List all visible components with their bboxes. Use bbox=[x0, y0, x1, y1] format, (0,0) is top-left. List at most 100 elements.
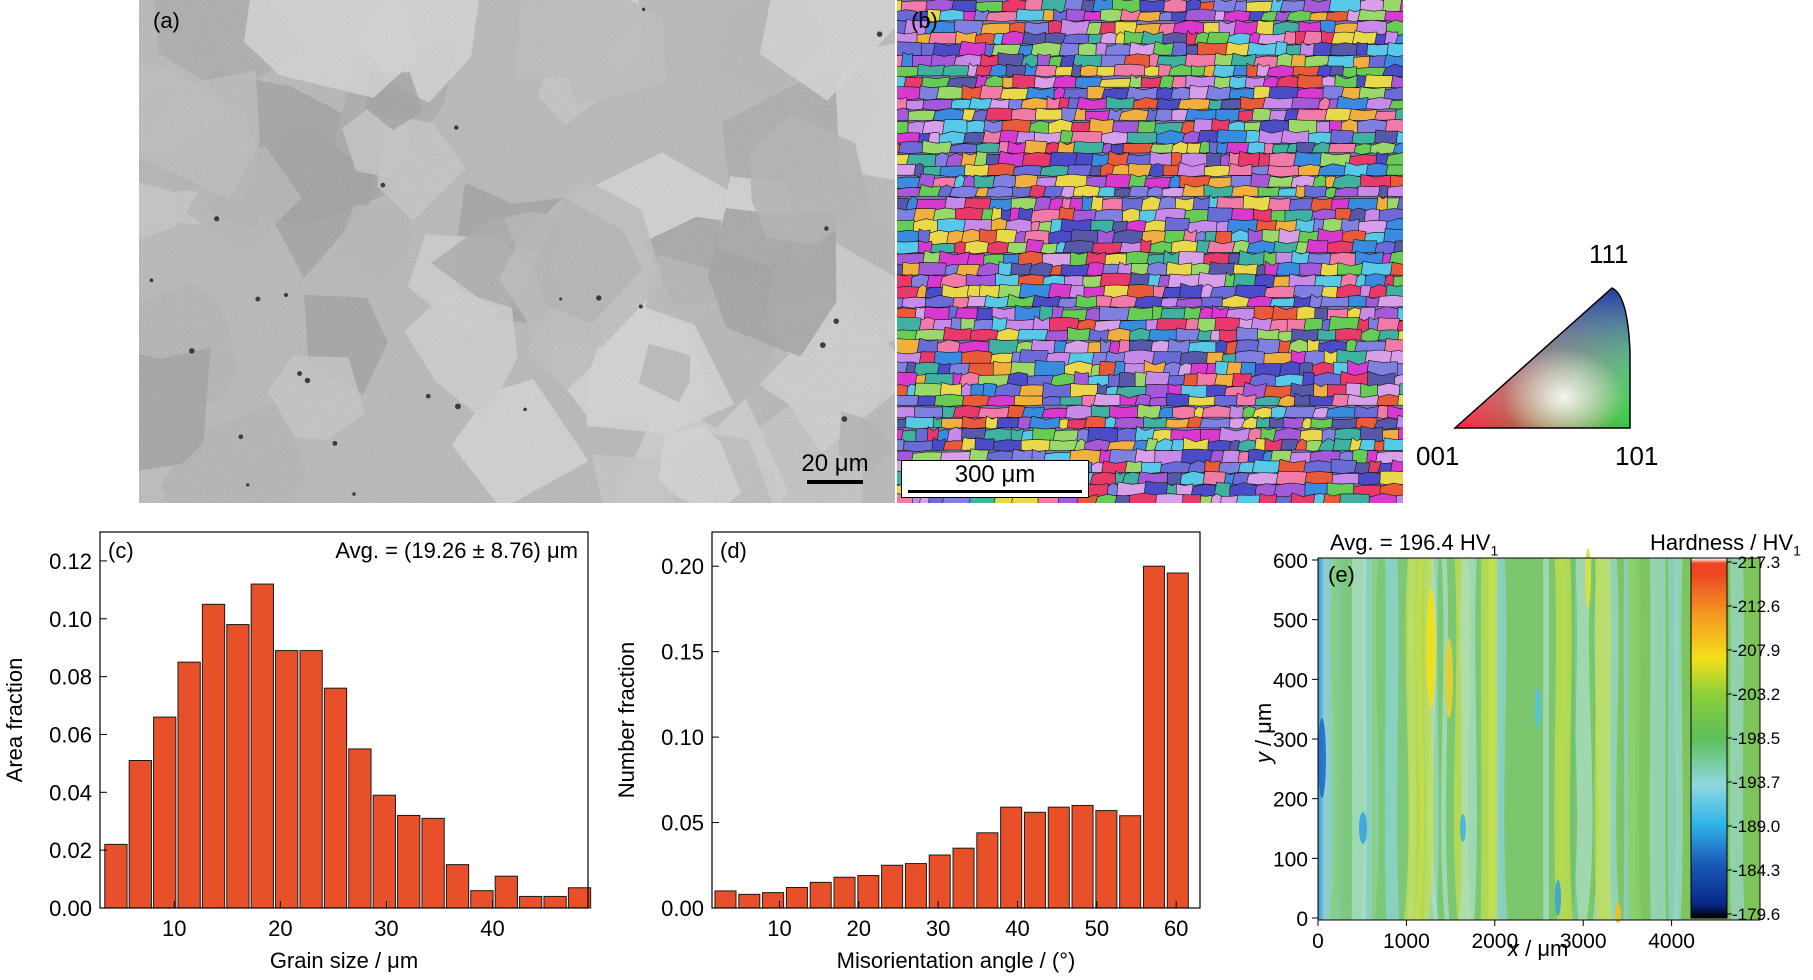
ebsd-grain bbox=[987, 162, 1018, 176]
ebsd-grain bbox=[1013, 395, 1044, 406]
scalebar-a-text: 20 μm bbox=[801, 450, 869, 477]
ebsd-grain bbox=[1136, 11, 1161, 22]
ebsd-grain bbox=[1392, 142, 1403, 155]
ebsd-grain bbox=[1353, 405, 1382, 419]
misor-ytick-label: 0.10 bbox=[661, 725, 704, 750]
panel-label-b: (b) bbox=[911, 8, 938, 33]
ebsd-grain bbox=[897, 439, 905, 451]
ipf-triangle bbox=[1453, 287, 1631, 429]
colorbar-tick-label: -184.3 bbox=[1732, 861, 1780, 880]
misor-bar bbox=[1071, 804, 1094, 909]
misor-bar bbox=[738, 893, 761, 909]
grain-xtick-label: 40 bbox=[480, 916, 504, 941]
map-xtick-label: 1000 bbox=[1383, 930, 1430, 953]
ebsd-grain bbox=[1060, 18, 1091, 36]
hardness-average: Avg. = 196.4 HV1 bbox=[1330, 530, 1498, 558]
grain-bar bbox=[104, 843, 128, 909]
ebsd-grain bbox=[1104, 173, 1133, 188]
ebsd-grain bbox=[1198, 140, 1211, 154]
map-coldspot bbox=[1318, 718, 1326, 798]
ebsd-grain bbox=[1212, 64, 1236, 78]
map-xlabel-unit: / μm bbox=[1519, 936, 1569, 961]
ebsd-grain bbox=[1199, 495, 1214, 503]
ebsd-grain bbox=[1358, 471, 1381, 486]
misor-bar bbox=[809, 881, 832, 909]
misor-bar bbox=[833, 876, 856, 909]
misor-ylabel: Number fraction bbox=[614, 642, 639, 799]
grain-annotation: Avg. = (19.26 ± 8.76) μm bbox=[335, 538, 578, 563]
ebsd-grain bbox=[903, 440, 935, 453]
ebsd-grain bbox=[1015, 8, 1046, 22]
ebsd-grain bbox=[1374, 240, 1397, 255]
map-streak bbox=[1673, 558, 1683, 920]
ebsd-grain bbox=[1377, 295, 1403, 308]
ebsd-grain bbox=[1114, 417, 1147, 429]
ebsd-grain bbox=[913, 406, 944, 418]
colorbar-tick-label: -217.3 bbox=[1732, 553, 1780, 572]
map-xlabel: x / μm bbox=[1508, 936, 1568, 962]
colorbar bbox=[1690, 557, 1728, 919]
ebsd-grain bbox=[984, 107, 1013, 121]
misor-bar bbox=[1119, 815, 1142, 909]
grain-ytick-label: 0.00 bbox=[49, 896, 92, 921]
scalebar-b: 300 μm bbox=[901, 460, 1089, 498]
ebsd-grain bbox=[1267, 175, 1295, 188]
ebsd-grain bbox=[996, 417, 1020, 428]
misor-xlabel: Misorientation angle / (°) bbox=[837, 948, 1076, 973]
ebsd-grain bbox=[928, 32, 958, 45]
ebsd-grain bbox=[1384, 10, 1403, 23]
ebsd-grain bbox=[1214, 395, 1239, 407]
ebsd-grain bbox=[1330, 458, 1358, 474]
ebsd-grain bbox=[1047, 283, 1073, 298]
map-ylabel: y / μm bbox=[1251, 703, 1277, 763]
ebsd-grain bbox=[958, 40, 989, 57]
colorbar-tick-label: -179.6 bbox=[1732, 905, 1780, 924]
grain-bar bbox=[226, 624, 250, 909]
ebsd-grain bbox=[1090, 404, 1113, 418]
ebsd-grain bbox=[1374, 129, 1400, 145]
ebsd-grain bbox=[1155, 97, 1182, 110]
ebsd-grain bbox=[1229, 404, 1245, 420]
ebsd-grain bbox=[1233, 0, 1249, 13]
ebsd-grain bbox=[1128, 73, 1143, 88]
ebsd-grain bbox=[1114, 494, 1131, 503]
ebsd-grain bbox=[977, 407, 1013, 419]
misor-bar bbox=[785, 886, 808, 909]
colorbar-tick-label: -212.6 bbox=[1732, 597, 1780, 616]
ipf-label-101: 101 bbox=[1615, 441, 1659, 471]
grain-bar bbox=[421, 817, 445, 909]
micrograph-a: (a) 20 μm bbox=[139, 0, 895, 503]
panel-label-a: (a) bbox=[153, 8, 180, 33]
ebsd-grain bbox=[1091, 242, 1124, 255]
ebsd-grain bbox=[1296, 74, 1325, 90]
misor-bar bbox=[1166, 572, 1189, 909]
ebsd-grain bbox=[1187, 395, 1216, 407]
ebsd-grain bbox=[1182, 494, 1202, 503]
map-hotspot bbox=[1615, 903, 1621, 923]
map-xlabel-var: x bbox=[1508, 936, 1519, 961]
misor-frame bbox=[711, 531, 1201, 909]
grain-bar bbox=[250, 583, 274, 909]
ebsd-grain bbox=[1357, 8, 1388, 21]
ebsd-grain bbox=[1232, 263, 1261, 276]
ebsd-grain bbox=[1201, 296, 1223, 308]
ebsd-grain bbox=[1247, 141, 1266, 155]
ebsd-grain bbox=[1347, 295, 1369, 307]
misor-bar bbox=[762, 892, 785, 909]
ebsd-grain bbox=[1327, 240, 1356, 254]
ebsd-grain bbox=[1100, 131, 1132, 145]
ebsd-grain bbox=[1290, 492, 1317, 503]
ebsd-grain bbox=[1279, 0, 1307, 12]
colorbar-title: Hardness / HV1 bbox=[1650, 530, 1801, 558]
map-coldspot bbox=[1535, 688, 1541, 728]
ebsd-grain bbox=[1171, 41, 1188, 57]
ebsd-grain bbox=[907, 109, 938, 121]
map-streak bbox=[1480, 558, 1495, 920]
ipf-label-111: 111 bbox=[1589, 239, 1629, 269]
ebsd-grain bbox=[1017, 328, 1050, 341]
ebsd-grain bbox=[1059, 396, 1084, 406]
map-streak bbox=[1649, 558, 1667, 920]
scalebar-a-line bbox=[807, 480, 863, 484]
misor-ytick-label: 0.15 bbox=[661, 640, 704, 665]
ebsd-grain bbox=[1202, 471, 1228, 485]
